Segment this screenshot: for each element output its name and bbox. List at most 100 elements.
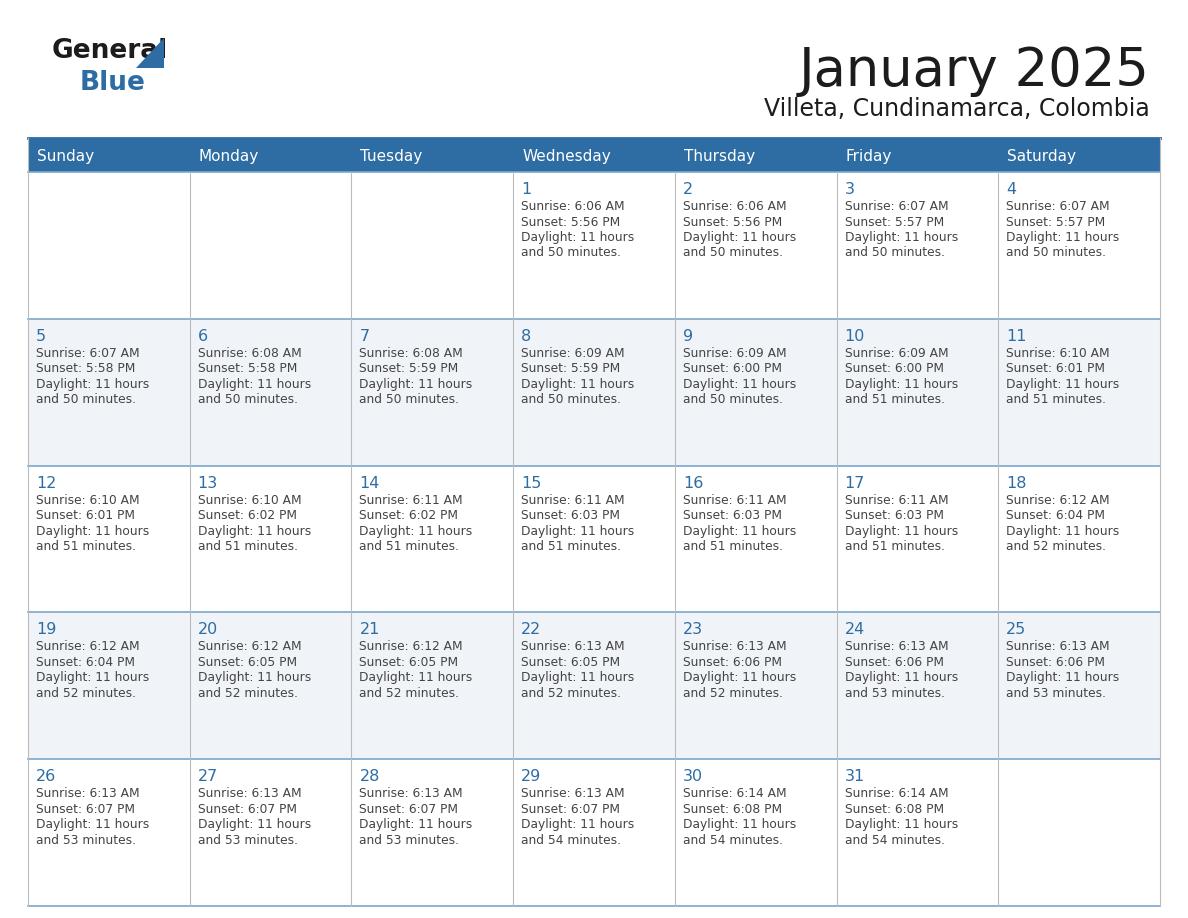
Text: Sunset: 6:06 PM: Sunset: 6:06 PM xyxy=(845,655,943,669)
Text: Sunset: 6:02 PM: Sunset: 6:02 PM xyxy=(197,509,297,522)
Text: Blue: Blue xyxy=(80,70,146,96)
Text: Daylight: 11 hours: Daylight: 11 hours xyxy=(845,671,958,685)
Text: 8: 8 xyxy=(522,329,531,344)
Text: 28: 28 xyxy=(360,769,380,784)
Text: Sunrise: 6:11 AM: Sunrise: 6:11 AM xyxy=(522,494,625,507)
Text: 1: 1 xyxy=(522,182,531,197)
Text: 30: 30 xyxy=(683,769,703,784)
Text: Monday: Monday xyxy=(198,149,259,163)
Text: Daylight: 11 hours: Daylight: 11 hours xyxy=(845,378,958,391)
Text: and 50 minutes.: and 50 minutes. xyxy=(683,247,783,260)
Text: Sunset: 6:03 PM: Sunset: 6:03 PM xyxy=(845,509,943,522)
Text: Sunrise: 6:13 AM: Sunrise: 6:13 AM xyxy=(522,788,625,800)
Text: Daylight: 11 hours: Daylight: 11 hours xyxy=(36,671,150,685)
Text: 24: 24 xyxy=(845,622,865,637)
Text: General: General xyxy=(52,38,169,64)
Text: 20: 20 xyxy=(197,622,217,637)
Text: Sunset: 6:01 PM: Sunset: 6:01 PM xyxy=(1006,363,1105,375)
Text: Sunset: 6:06 PM: Sunset: 6:06 PM xyxy=(683,655,782,669)
Text: Sunset: 6:07 PM: Sunset: 6:07 PM xyxy=(197,802,297,816)
Text: 2: 2 xyxy=(683,182,693,197)
Text: 31: 31 xyxy=(845,769,865,784)
Text: Sunset: 5:57 PM: Sunset: 5:57 PM xyxy=(1006,216,1106,229)
Text: and 53 minutes.: and 53 minutes. xyxy=(845,687,944,700)
Text: Sunset: 6:07 PM: Sunset: 6:07 PM xyxy=(522,802,620,816)
Text: Daylight: 11 hours: Daylight: 11 hours xyxy=(197,671,311,685)
Text: Daylight: 11 hours: Daylight: 11 hours xyxy=(845,231,958,244)
Text: Sunrise: 6:13 AM: Sunrise: 6:13 AM xyxy=(845,641,948,654)
Text: and 50 minutes.: and 50 minutes. xyxy=(197,393,298,407)
Bar xyxy=(29,465,1159,612)
Text: Daylight: 11 hours: Daylight: 11 hours xyxy=(522,818,634,831)
Text: Daylight: 11 hours: Daylight: 11 hours xyxy=(360,378,473,391)
Text: Sunrise: 6:06 AM: Sunrise: 6:06 AM xyxy=(522,200,625,213)
Text: and 53 minutes.: and 53 minutes. xyxy=(360,834,460,846)
Text: Sunrise: 6:12 AM: Sunrise: 6:12 AM xyxy=(360,641,463,654)
Text: 26: 26 xyxy=(36,769,56,784)
Text: Sunrise: 6:11 AM: Sunrise: 6:11 AM xyxy=(683,494,786,507)
Text: 17: 17 xyxy=(845,476,865,490)
Text: Sunset: 6:06 PM: Sunset: 6:06 PM xyxy=(1006,655,1105,669)
Text: Sunrise: 6:08 AM: Sunrise: 6:08 AM xyxy=(197,347,302,360)
Text: Daylight: 11 hours: Daylight: 11 hours xyxy=(1006,231,1119,244)
Text: and 51 minutes.: and 51 minutes. xyxy=(36,540,135,554)
Text: and 52 minutes.: and 52 minutes. xyxy=(522,687,621,700)
Text: and 52 minutes.: and 52 minutes. xyxy=(36,687,135,700)
Text: 9: 9 xyxy=(683,329,693,344)
Text: Daylight: 11 hours: Daylight: 11 hours xyxy=(1006,378,1119,391)
Text: and 51 minutes.: and 51 minutes. xyxy=(1006,393,1106,407)
Text: Sunset: 6:07 PM: Sunset: 6:07 PM xyxy=(36,802,135,816)
Text: and 51 minutes.: and 51 minutes. xyxy=(360,540,460,554)
Text: Sunrise: 6:12 AM: Sunrise: 6:12 AM xyxy=(36,641,140,654)
Text: Sunset: 6:05 PM: Sunset: 6:05 PM xyxy=(360,655,459,669)
Text: Sunset: 5:58 PM: Sunset: 5:58 PM xyxy=(197,363,297,375)
Text: 4: 4 xyxy=(1006,182,1017,197)
Bar xyxy=(29,319,1159,465)
Text: Sunrise: 6:14 AM: Sunrise: 6:14 AM xyxy=(845,788,948,800)
Text: Sunrise: 6:07 AM: Sunrise: 6:07 AM xyxy=(1006,200,1110,213)
Text: Sunset: 6:02 PM: Sunset: 6:02 PM xyxy=(360,509,459,522)
Text: Sunrise: 6:11 AM: Sunrise: 6:11 AM xyxy=(845,494,948,507)
Text: Daylight: 11 hours: Daylight: 11 hours xyxy=(36,378,150,391)
Text: and 51 minutes.: and 51 minutes. xyxy=(522,540,621,554)
Text: Sunrise: 6:13 AM: Sunrise: 6:13 AM xyxy=(36,788,140,800)
Text: and 53 minutes.: and 53 minutes. xyxy=(197,834,298,846)
Bar xyxy=(29,172,1159,319)
Text: 27: 27 xyxy=(197,769,217,784)
Bar xyxy=(29,759,1159,906)
Text: Sunset: 5:58 PM: Sunset: 5:58 PM xyxy=(36,363,135,375)
Text: and 54 minutes.: and 54 minutes. xyxy=(683,834,783,846)
Text: Sunrise: 6:07 AM: Sunrise: 6:07 AM xyxy=(36,347,140,360)
Text: Daylight: 11 hours: Daylight: 11 hours xyxy=(1006,671,1119,685)
Text: Sunrise: 6:10 AM: Sunrise: 6:10 AM xyxy=(1006,347,1110,360)
Text: 13: 13 xyxy=(197,476,217,490)
Text: Sunset: 5:57 PM: Sunset: 5:57 PM xyxy=(845,216,943,229)
Text: 7: 7 xyxy=(360,329,369,344)
Text: Daylight: 11 hours: Daylight: 11 hours xyxy=(683,231,796,244)
Text: Daylight: 11 hours: Daylight: 11 hours xyxy=(360,818,473,831)
Text: and 51 minutes.: and 51 minutes. xyxy=(845,393,944,407)
Text: Sunrise: 6:06 AM: Sunrise: 6:06 AM xyxy=(683,200,786,213)
Text: Tuesday: Tuesday xyxy=(360,149,423,163)
Text: Sunrise: 6:09 AM: Sunrise: 6:09 AM xyxy=(522,347,625,360)
Text: Saturday: Saturday xyxy=(1007,149,1076,163)
Text: Sunrise: 6:07 AM: Sunrise: 6:07 AM xyxy=(845,200,948,213)
Text: Sunset: 5:59 PM: Sunset: 5:59 PM xyxy=(360,363,459,375)
Text: and 54 minutes.: and 54 minutes. xyxy=(845,834,944,846)
Bar xyxy=(29,138,190,172)
Text: Daylight: 11 hours: Daylight: 11 hours xyxy=(197,818,311,831)
Text: Sunrise: 6:12 AM: Sunrise: 6:12 AM xyxy=(197,641,302,654)
Bar xyxy=(29,612,1159,759)
Text: Sunset: 6:00 PM: Sunset: 6:00 PM xyxy=(683,363,782,375)
Text: and 51 minutes.: and 51 minutes. xyxy=(197,540,298,554)
Text: Daylight: 11 hours: Daylight: 11 hours xyxy=(845,524,958,538)
Text: Sunset: 5:56 PM: Sunset: 5:56 PM xyxy=(522,216,620,229)
Text: and 50 minutes.: and 50 minutes. xyxy=(36,393,135,407)
Text: Sunrise: 6:13 AM: Sunrise: 6:13 AM xyxy=(522,641,625,654)
Text: Sunrise: 6:12 AM: Sunrise: 6:12 AM xyxy=(1006,494,1110,507)
Text: Sunset: 6:00 PM: Sunset: 6:00 PM xyxy=(845,363,943,375)
Text: Sunrise: 6:10 AM: Sunrise: 6:10 AM xyxy=(197,494,302,507)
Text: 23: 23 xyxy=(683,622,703,637)
Text: Daylight: 11 hours: Daylight: 11 hours xyxy=(360,671,473,685)
Text: Daylight: 11 hours: Daylight: 11 hours xyxy=(683,378,796,391)
